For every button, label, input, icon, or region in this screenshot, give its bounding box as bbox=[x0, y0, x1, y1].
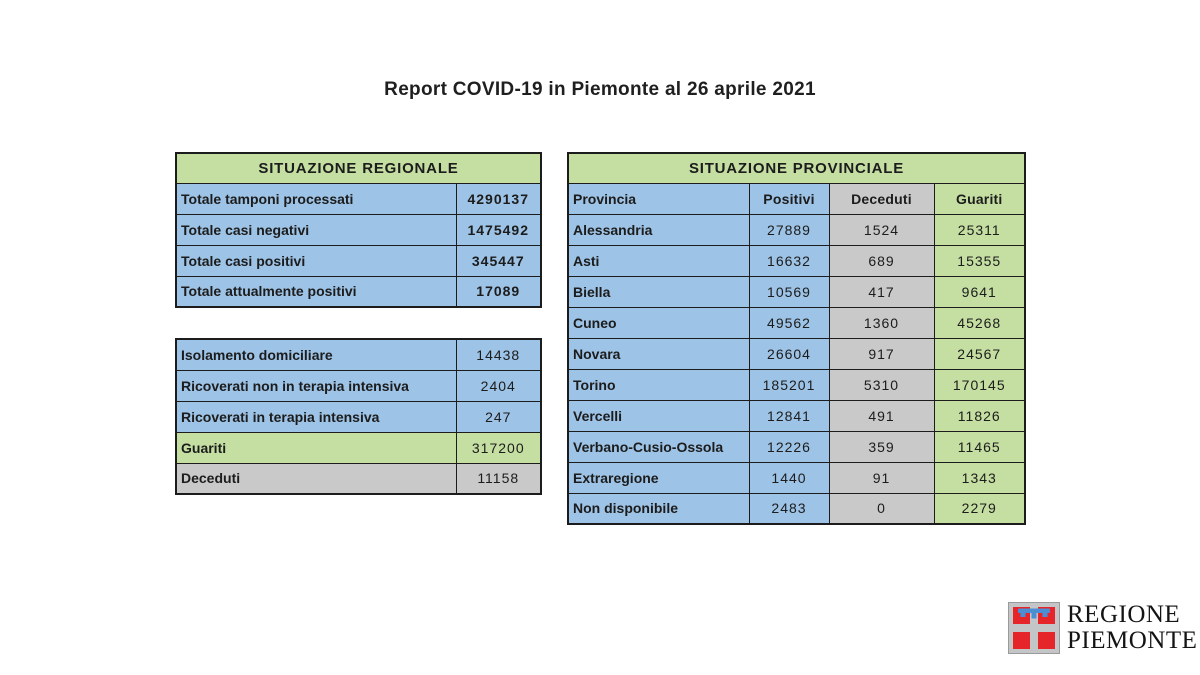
row-label: Deceduti bbox=[175, 462, 457, 495]
province-value: 1343 bbox=[933, 461, 1026, 494]
regione-piemonte-logo: REGIONE PIEMONTE bbox=[1008, 602, 1197, 654]
province-value: 1524 bbox=[828, 213, 935, 246]
province-value: 0 bbox=[828, 492, 935, 525]
table-row: Totale casi positivi 345447 bbox=[175, 244, 542, 277]
row-value: 317200 bbox=[455, 431, 542, 464]
provincial-table-title: SITUAZIONE PROVINCIALE bbox=[567, 152, 1026, 184]
row-value: 17089 bbox=[455, 275, 542, 308]
province-name: Non disponibile bbox=[567, 492, 750, 525]
regional-table-title: SITUAZIONE REGIONALE bbox=[175, 152, 542, 184]
row-label: Ricoverati non in terapia intensiva bbox=[175, 369, 457, 402]
column-header: Guariti bbox=[933, 182, 1026, 215]
row-label: Ricoverati in terapia intensiva bbox=[175, 400, 457, 433]
province-name: Alessandria bbox=[567, 213, 750, 246]
province-value: 417 bbox=[828, 275, 935, 308]
province-value: 25311 bbox=[933, 213, 1026, 246]
province-name: Novara bbox=[567, 337, 750, 370]
province-value: 9641 bbox=[933, 275, 1026, 308]
table-row: Cuneo 49562 1360 45268 bbox=[567, 306, 1026, 339]
row-label: Guariti bbox=[175, 431, 457, 464]
province-value: 11465 bbox=[933, 430, 1026, 463]
province-name: Extraregione bbox=[567, 461, 750, 494]
province-value: 16632 bbox=[748, 244, 830, 277]
province-value: 15355 bbox=[933, 244, 1026, 277]
table-row: Guariti 317200 bbox=[175, 431, 542, 464]
row-label: Totale casi negativi bbox=[175, 213, 457, 246]
province-value: 689 bbox=[828, 244, 935, 277]
table-row: Vercelli 12841 491 11826 bbox=[567, 399, 1026, 432]
province-name: Torino bbox=[567, 368, 750, 401]
provincial-situation-table: SITUAZIONE PROVINCIALE Provincia Positivi… bbox=[567, 152, 1026, 525]
province-name: Cuneo bbox=[567, 306, 750, 339]
row-value: 247 bbox=[455, 400, 542, 433]
column-header: Deceduti bbox=[828, 182, 935, 215]
page-title: Report COVID-19 in Piemonte al 26 aprile… bbox=[384, 79, 816, 100]
province-value: 5310 bbox=[828, 368, 935, 401]
table-row: Deceduti 11158 bbox=[175, 462, 542, 495]
province-value: 12226 bbox=[748, 430, 830, 463]
provincial-header-row: Provincia Positivi Deceduti Guariti bbox=[567, 182, 1026, 215]
table-row: Ricoverati in terapia intensiva 247 bbox=[175, 400, 542, 433]
row-value: 345447 bbox=[455, 244, 542, 277]
table-row: Non disponibile 2483 0 2279 bbox=[567, 492, 1026, 525]
table-row: Totale tamponi processati 4290137 bbox=[175, 182, 542, 215]
row-label: Totale attualmente positivi bbox=[175, 275, 457, 308]
column-header: Provincia bbox=[567, 182, 750, 215]
province-value: 1360 bbox=[828, 306, 935, 339]
province-value: 11826 bbox=[933, 399, 1026, 432]
row-label: Totale tamponi processati bbox=[175, 182, 457, 215]
province-value: 24567 bbox=[933, 337, 1026, 370]
regional-detail-table: Isolamento domiciliare 14438 Ricoverati no… bbox=[175, 338, 542, 495]
province-value: 10569 bbox=[748, 275, 830, 308]
province-value: 2483 bbox=[748, 492, 830, 525]
table-row: Extraregione 1440 91 1343 bbox=[567, 461, 1026, 494]
province-value: 27889 bbox=[748, 213, 830, 246]
row-value: 4290137 bbox=[455, 182, 542, 215]
logo-line1: REGIONE bbox=[1067, 601, 1181, 628]
table-row: SITUAZIONE PROVINCIALE bbox=[567, 152, 1026, 184]
province-value: 1440 bbox=[748, 461, 830, 494]
province-value: 26604 bbox=[748, 337, 830, 370]
table-row: Asti 16632 689 15355 bbox=[567, 244, 1026, 277]
row-value: 1475492 bbox=[455, 213, 542, 246]
logo-line2: PIEMONTE bbox=[1067, 627, 1198, 654]
province-name: Biella bbox=[567, 275, 750, 308]
row-label: Isolamento domiciliare bbox=[175, 338, 457, 371]
province-value: 917 bbox=[828, 337, 935, 370]
province-name: Verbano-Cusio-Ossola bbox=[567, 430, 750, 463]
row-value: 14438 bbox=[455, 338, 542, 371]
province-value: 12841 bbox=[748, 399, 830, 432]
province-value: 359 bbox=[828, 430, 935, 463]
row-value: 2404 bbox=[455, 369, 542, 402]
province-value: 170145 bbox=[933, 368, 1026, 401]
regional-situation-table: SITUAZIONE REGIONALE Totale tamponi proc… bbox=[175, 152, 542, 308]
province-name: Asti bbox=[567, 244, 750, 277]
province-value: 491 bbox=[828, 399, 935, 432]
piemonte-coat-of-arms-icon bbox=[1008, 602, 1060, 654]
row-value: 11158 bbox=[455, 462, 542, 495]
province-value: 185201 bbox=[748, 368, 830, 401]
table-row: Verbano-Cusio-Ossola 12226 359 11465 bbox=[567, 430, 1026, 463]
column-header: Positivi bbox=[748, 182, 830, 215]
table-row: Ricoverati non in terapia intensiva 2404 bbox=[175, 369, 542, 402]
table-row: Totale attualmente positivi 17089 bbox=[175, 275, 542, 308]
logo-wordmark: REGIONE PIEMONTE bbox=[1067, 602, 1197, 654]
province-name: Vercelli bbox=[567, 399, 750, 432]
province-value: 49562 bbox=[748, 306, 830, 339]
table-row: SITUAZIONE REGIONALE bbox=[175, 152, 542, 184]
table-row: Biella 10569 417 9641 bbox=[567, 275, 1026, 308]
table-row: Isolamento domiciliare 14438 bbox=[175, 338, 542, 371]
table-row: Totale casi negativi 1475492 bbox=[175, 213, 542, 246]
province-value: 2279 bbox=[933, 492, 1026, 525]
province-value: 91 bbox=[828, 461, 935, 494]
table-row: Alessandria 27889 1524 25311 bbox=[567, 213, 1026, 246]
row-label: Totale casi positivi bbox=[175, 244, 457, 277]
table-row: Novara 26604 917 24567 bbox=[567, 337, 1026, 370]
province-value: 45268 bbox=[933, 306, 1026, 339]
table-row: Torino 185201 5310 170145 bbox=[567, 368, 1026, 401]
